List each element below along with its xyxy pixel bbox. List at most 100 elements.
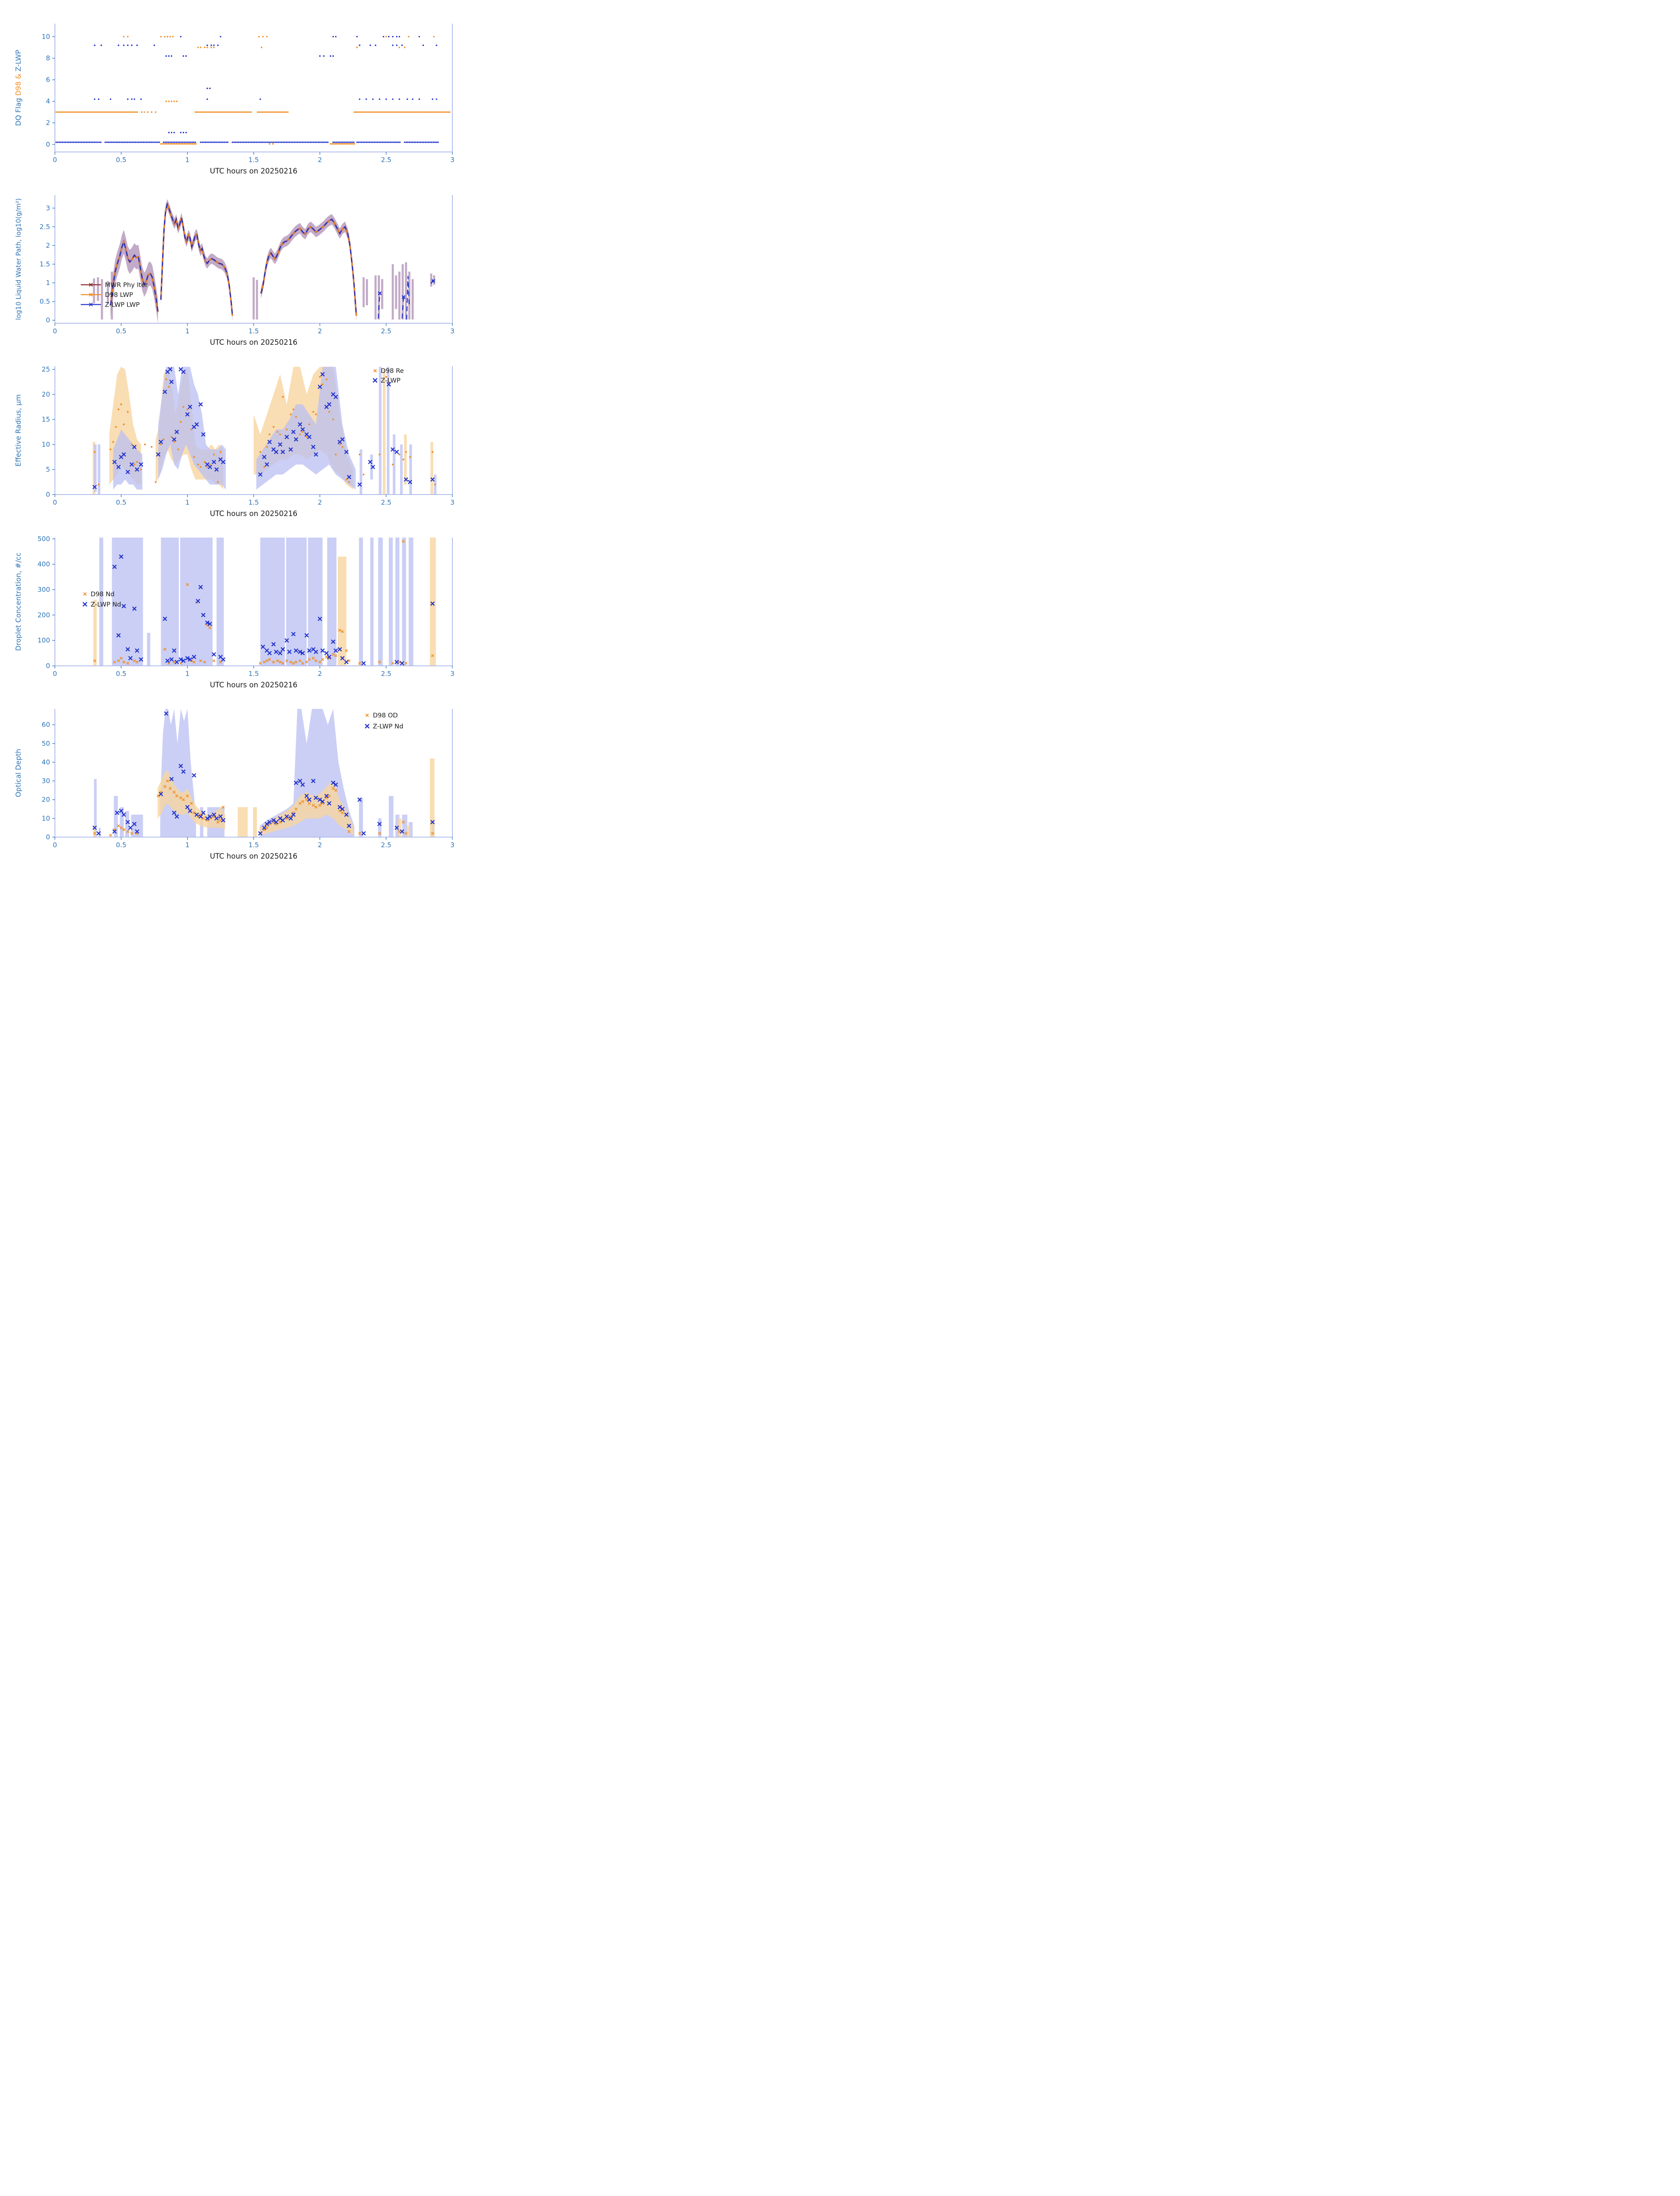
- data-point: [376, 111, 378, 113]
- data-point: [289, 141, 291, 143]
- data-point: [173, 132, 175, 134]
- data-point: [345, 478, 347, 480]
- data-point: [423, 111, 425, 113]
- error-band: [119, 807, 124, 837]
- data-point: [402, 540, 405, 543]
- data-point: [197, 463, 199, 466]
- error-band: [161, 538, 179, 666]
- data-point: [199, 659, 202, 662]
- data-point: [60, 141, 62, 143]
- data-point: [106, 141, 108, 143]
- data-point: [206, 44, 208, 46]
- data-point: [323, 55, 325, 57]
- data-point: [273, 111, 275, 113]
- x-tick-label: 2.5: [381, 327, 391, 335]
- data-point: [130, 111, 132, 113]
- data-point: [284, 638, 289, 643]
- legend-label: D98 OD: [373, 712, 398, 719]
- data-point: [434, 141, 436, 143]
- data-point: [314, 452, 318, 457]
- data-point: [346, 143, 347, 145]
- data-point: [173, 143, 174, 145]
- data-point: [262, 141, 264, 143]
- error-band: [308, 538, 323, 666]
- data-point: [125, 141, 127, 143]
- error-band: [112, 538, 143, 666]
- data-point: [377, 822, 382, 827]
- y-tick-label: 2: [46, 119, 50, 127]
- data-point: [222, 141, 224, 143]
- data-point: [444, 111, 446, 113]
- data-point: [267, 141, 268, 143]
- x-tick-label: 0.5: [116, 670, 126, 678]
- data-point: [304, 633, 309, 638]
- data-point: [300, 427, 305, 432]
- data-point: [177, 143, 179, 145]
- data-point: [186, 794, 189, 798]
- data-point: [92, 111, 94, 113]
- data-point: [94, 111, 95, 113]
- data-point: [337, 143, 340, 145]
- data-point: [220, 36, 221, 38]
- error-band: [147, 632, 151, 666]
- data-point: [385, 376, 387, 378]
- data-point: [82, 141, 84, 143]
- data-point: [140, 98, 142, 100]
- data-point: [182, 143, 184, 145]
- error-band: [366, 279, 368, 306]
- x-axis-label: UTC hours on 20250216: [210, 338, 297, 347]
- data-point: [342, 143, 344, 145]
- data-point: [84, 111, 86, 113]
- legend-label: D98 Nd: [90, 591, 114, 598]
- data-point: [95, 141, 97, 143]
- y-tick-label: 60: [42, 721, 50, 729]
- data-point: [132, 444, 137, 449]
- data-point: [356, 36, 358, 38]
- data-point: [205, 816, 210, 821]
- data-point: [213, 111, 215, 113]
- data-point: [414, 111, 415, 113]
- data-point: [206, 466, 208, 468]
- data-point: [398, 111, 400, 113]
- data-point: [295, 416, 297, 418]
- data-point: [116, 111, 118, 113]
- data-point: [193, 456, 195, 458]
- data-point: [118, 44, 119, 46]
- data-point: [268, 658, 271, 661]
- data-point: [344, 450, 349, 455]
- data-point: [169, 657, 174, 662]
- data-point: [375, 141, 377, 143]
- data-point: [224, 111, 227, 113]
- data-point: [197, 47, 199, 48]
- error-band: [338, 556, 347, 666]
- data-point: [401, 295, 406, 299]
- data-point: [337, 141, 339, 143]
- data-point: [128, 656, 133, 661]
- data-point: [129, 462, 134, 467]
- data-point: [104, 141, 106, 143]
- data-point: [328, 794, 331, 798]
- data-point: [100, 141, 102, 143]
- data-point: [86, 111, 87, 113]
- data-point: [433, 111, 435, 113]
- y-tick-label: 50: [42, 740, 50, 748]
- data-point: [109, 834, 112, 837]
- data-point: [338, 628, 341, 632]
- data-point: [228, 111, 230, 113]
- data-point: [336, 141, 337, 143]
- data-point: [188, 141, 190, 143]
- data-point: [192, 143, 194, 145]
- data-point: [377, 111, 379, 113]
- data-point: [160, 443, 162, 445]
- data-point: [342, 141, 343, 143]
- data-point: [408, 480, 412, 484]
- data-point: [254, 141, 256, 143]
- data-point: [119, 657, 123, 660]
- data-point: [117, 408, 119, 411]
- error-band: [98, 444, 101, 495]
- data-point: [196, 111, 198, 113]
- data-point: [214, 141, 216, 143]
- data-point: [281, 661, 285, 665]
- data-point: [120, 141, 122, 143]
- data-point: [314, 650, 318, 654]
